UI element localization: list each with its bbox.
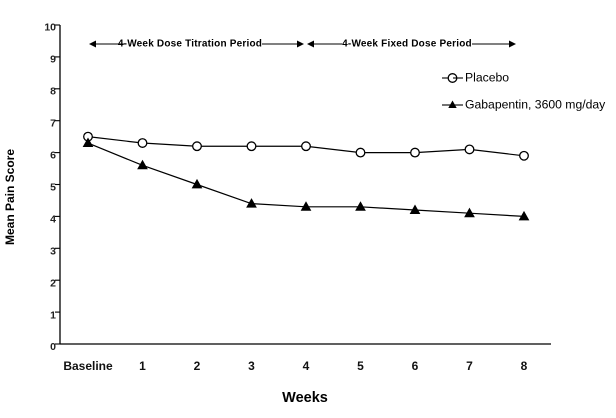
svg-text:6: 6	[412, 359, 419, 373]
svg-text:4: 4	[50, 214, 56, 226]
svg-text:4-Week Fixed Dose Period: 4-Week Fixed Dose Period	[342, 39, 472, 50]
svg-text:5: 5	[357, 359, 364, 373]
svg-text:1: 1	[50, 310, 56, 322]
svg-text:3: 3	[50, 246, 56, 258]
svg-text:Baseline: Baseline	[63, 359, 113, 373]
svg-text:7: 7	[50, 118, 56, 130]
svg-text:3: 3	[248, 359, 255, 373]
svg-text:Gabapentin, 3600 mg/day: Gabapentin, 3600 mg/day	[465, 98, 606, 112]
svg-text:6: 6	[50, 150, 56, 162]
svg-text:5: 5	[50, 182, 56, 194]
svg-text:4-Week Dose Titration Period: 4-Week Dose Titration Period	[118, 39, 262, 50]
svg-text:4: 4	[303, 359, 310, 373]
svg-text:10: 10	[44, 22, 56, 34]
svg-text:8: 8	[521, 359, 528, 373]
svg-text:0: 0	[50, 341, 56, 353]
svg-text:7: 7	[466, 359, 473, 373]
svg-text:9: 9	[50, 54, 56, 66]
svg-text:2: 2	[194, 359, 201, 373]
svg-text:Mean Pain Score: Mean Pain Score	[3, 149, 17, 245]
svg-text:Placebo: Placebo	[465, 71, 509, 85]
svg-text:8: 8	[50, 86, 56, 98]
svg-text:Weeks: Weeks	[282, 390, 328, 406]
svg-text:1: 1	[139, 359, 146, 373]
svg-text:2: 2	[50, 278, 56, 290]
